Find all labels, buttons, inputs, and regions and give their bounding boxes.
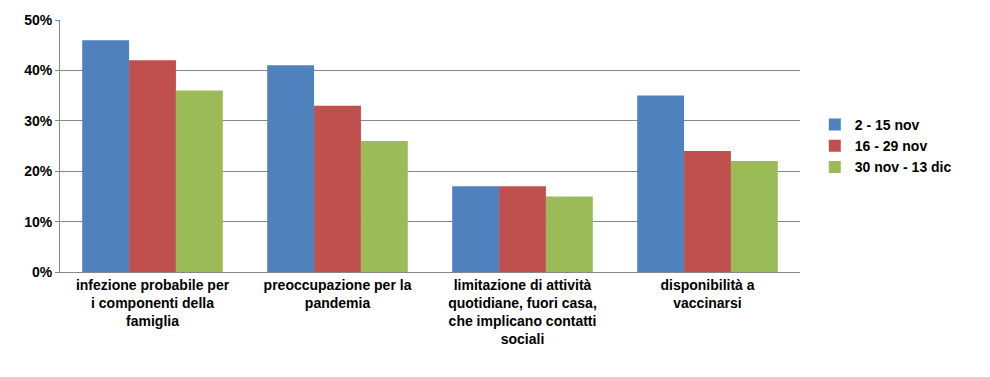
svg-text:limitazione di attivitàquotidi: limitazione di attivitàquotidiane, fuori…: [448, 277, 597, 348]
svg-text:infezione probabile peri compo: infezione probabile peri componenti dell…: [76, 277, 230, 329]
svg-text:30%: 30%: [24, 113, 53, 129]
svg-text:20%: 20%: [24, 163, 53, 179]
svg-text:10%: 10%: [24, 214, 53, 230]
svg-text:preoccupazione per lapandemia: preoccupazione per lapandemia: [264, 277, 412, 311]
svg-text:2 - 15 nov: 2 - 15 nov: [855, 117, 920, 133]
svg-text:0%: 0%: [32, 264, 53, 280]
svg-text:40%: 40%: [24, 62, 53, 78]
svg-text:30 nov - 13 dic: 30 nov - 13 dic: [855, 159, 952, 175]
svg-text:50%: 50%: [24, 12, 53, 28]
svg-text:16 - 29 nov: 16 - 29 nov: [855, 138, 928, 154]
svg-text:disponibilità avaccinarsi: disponibilità avaccinarsi: [660, 277, 754, 311]
